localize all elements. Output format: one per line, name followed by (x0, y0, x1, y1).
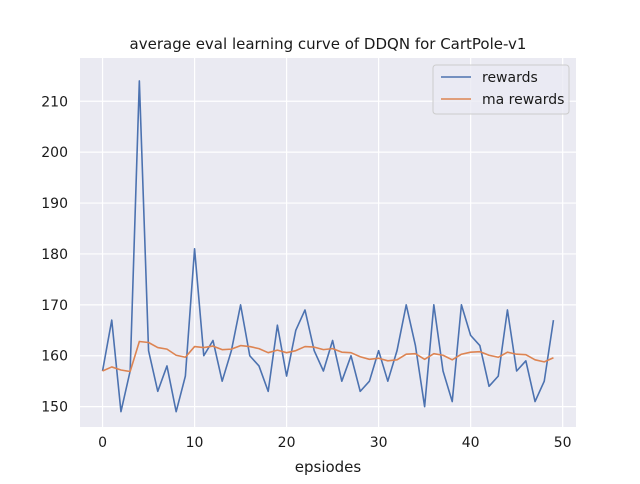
series-line-rewards (101, 80, 555, 413)
y-tick-label: 150 (41, 400, 68, 416)
series-line-ma-rewards (102, 340, 554, 373)
x-tick-label: 50 (554, 435, 572, 451)
legend-label-rewards: rewards (482, 70, 538, 86)
y-tick-label: 200 (41, 145, 68, 161)
y-tick-label: 170 (41, 298, 68, 314)
tick-labels: 0 10 20 30 40 50 150 160 170 180 190 200 210 (41, 94, 571, 451)
x-tick-label: 10 (186, 435, 204, 451)
x-axis-label: epsiodes (295, 458, 362, 476)
y-tick-label: 160 (41, 349, 68, 365)
x-tick-label: 20 (278, 435, 296, 451)
x-tick-label: 0 (98, 435, 107, 451)
plot-area (80, 58, 576, 427)
chart-title: average eval learning curve of DDQN for … (130, 35, 527, 53)
grid-lines (80, 58, 576, 427)
y-tick-label: 180 (41, 247, 68, 263)
y-tick-label: 190 (41, 196, 68, 212)
legend: rewards ma rewards (432, 64, 570, 115)
x-tick-label: 40 (462, 435, 480, 451)
series-lines (101, 80, 555, 413)
y-tick-label: 210 (41, 94, 68, 110)
legend-label-ma-rewards: ma rewards (482, 92, 564, 108)
x-tick-label: 30 (370, 435, 388, 451)
